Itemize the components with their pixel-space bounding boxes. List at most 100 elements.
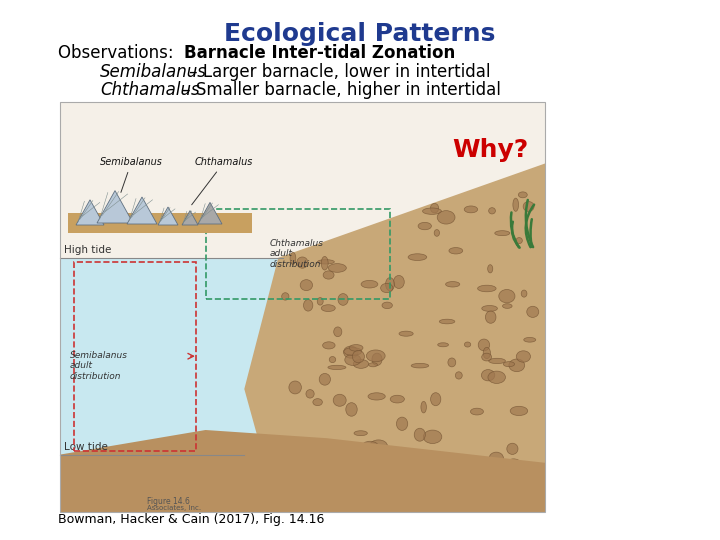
- Ellipse shape: [527, 306, 539, 318]
- Ellipse shape: [323, 271, 334, 279]
- Ellipse shape: [448, 485, 458, 493]
- Ellipse shape: [485, 494, 490, 502]
- Ellipse shape: [329, 356, 336, 363]
- Ellipse shape: [354, 360, 369, 368]
- Ellipse shape: [487, 265, 492, 273]
- Ellipse shape: [419, 456, 425, 463]
- Ellipse shape: [343, 346, 358, 358]
- Ellipse shape: [344, 348, 361, 355]
- Ellipse shape: [354, 431, 367, 436]
- Ellipse shape: [319, 374, 330, 385]
- Ellipse shape: [333, 327, 342, 336]
- Ellipse shape: [366, 350, 385, 362]
- Ellipse shape: [289, 381, 302, 394]
- Ellipse shape: [438, 343, 449, 347]
- Ellipse shape: [381, 284, 393, 293]
- Ellipse shape: [345, 354, 361, 366]
- Ellipse shape: [431, 393, 441, 406]
- Ellipse shape: [516, 480, 528, 485]
- Ellipse shape: [408, 254, 427, 260]
- Ellipse shape: [486, 464, 495, 472]
- Ellipse shape: [488, 371, 505, 383]
- Ellipse shape: [321, 256, 328, 270]
- Text: – Smaller barnacle, higher in intertidal: – Smaller barnacle, higher in intertidal: [177, 81, 501, 99]
- Ellipse shape: [499, 289, 515, 303]
- Ellipse shape: [513, 198, 518, 211]
- Ellipse shape: [381, 454, 390, 467]
- Ellipse shape: [282, 293, 289, 300]
- Ellipse shape: [390, 395, 405, 403]
- Text: Semibalanus: Semibalanus: [100, 157, 163, 192]
- Ellipse shape: [464, 206, 477, 213]
- Ellipse shape: [516, 351, 531, 362]
- Ellipse shape: [516, 238, 523, 244]
- Ellipse shape: [318, 458, 323, 463]
- Polygon shape: [244, 164, 545, 512]
- Text: Why?: Why?: [452, 138, 528, 162]
- Ellipse shape: [485, 311, 496, 323]
- Ellipse shape: [300, 280, 312, 291]
- Ellipse shape: [523, 201, 534, 212]
- Ellipse shape: [297, 257, 308, 268]
- Ellipse shape: [369, 363, 377, 367]
- Ellipse shape: [423, 208, 441, 214]
- Text: Low tide: Low tide: [64, 442, 108, 451]
- Polygon shape: [182, 211, 198, 225]
- Ellipse shape: [477, 285, 496, 292]
- Ellipse shape: [460, 474, 477, 481]
- Ellipse shape: [503, 304, 512, 308]
- Ellipse shape: [464, 342, 471, 347]
- Ellipse shape: [394, 489, 406, 500]
- Text: Chthamalus: Chthamalus: [100, 81, 199, 99]
- Ellipse shape: [506, 464, 518, 475]
- Ellipse shape: [495, 231, 510, 235]
- Ellipse shape: [411, 363, 428, 368]
- Ellipse shape: [508, 459, 520, 465]
- Polygon shape: [127, 197, 157, 224]
- Ellipse shape: [423, 430, 442, 443]
- Ellipse shape: [394, 275, 404, 288]
- Ellipse shape: [414, 428, 426, 441]
- Ellipse shape: [431, 204, 438, 213]
- Polygon shape: [198, 202, 222, 224]
- Text: Figure 14.6: Figure 14.6: [148, 497, 190, 506]
- Ellipse shape: [397, 417, 408, 430]
- Ellipse shape: [374, 484, 384, 497]
- Ellipse shape: [510, 406, 528, 416]
- Ellipse shape: [489, 452, 503, 464]
- Bar: [74, 262, 196, 450]
- Ellipse shape: [318, 260, 334, 264]
- Ellipse shape: [306, 389, 314, 398]
- Ellipse shape: [509, 359, 525, 372]
- Ellipse shape: [522, 470, 539, 482]
- Ellipse shape: [434, 230, 439, 237]
- Ellipse shape: [528, 469, 534, 481]
- Ellipse shape: [445, 465, 454, 475]
- Ellipse shape: [328, 365, 346, 369]
- Ellipse shape: [344, 471, 362, 476]
- Polygon shape: [60, 430, 545, 512]
- Bar: [68, 213, 252, 233]
- Bar: [205, 208, 390, 299]
- Bar: [60, 102, 545, 512]
- Ellipse shape: [489, 208, 495, 214]
- Ellipse shape: [399, 331, 413, 336]
- Text: Associates, Inc.: Associates, Inc.: [148, 505, 202, 511]
- Ellipse shape: [369, 440, 387, 452]
- Polygon shape: [76, 200, 104, 225]
- Ellipse shape: [338, 294, 348, 305]
- Ellipse shape: [346, 403, 357, 416]
- Ellipse shape: [361, 280, 378, 288]
- Ellipse shape: [368, 393, 385, 400]
- Text: – Larger barnacle, lower in intertidal: – Larger barnacle, lower in intertidal: [184, 63, 490, 81]
- Ellipse shape: [523, 338, 536, 342]
- Ellipse shape: [521, 290, 527, 297]
- Ellipse shape: [361, 441, 379, 452]
- Ellipse shape: [518, 192, 527, 198]
- Ellipse shape: [418, 222, 431, 230]
- Ellipse shape: [313, 399, 323, 406]
- Ellipse shape: [382, 302, 392, 309]
- Ellipse shape: [446, 281, 460, 287]
- Text: Semibalanus: Semibalanus: [100, 63, 207, 81]
- Ellipse shape: [473, 461, 490, 470]
